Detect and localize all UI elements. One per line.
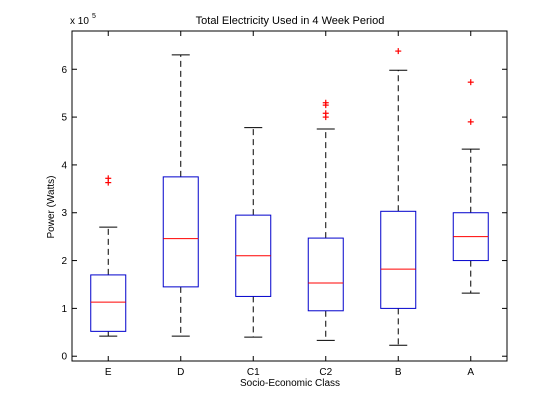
box-c2 (307, 99, 344, 341)
x-tick-label: A (467, 367, 474, 378)
outlier-point (105, 175, 112, 182)
box-series (90, 48, 489, 346)
outlier-point (467, 79, 474, 86)
box-b (380, 48, 417, 346)
x-tick-label: C1 (247, 367, 260, 378)
box-c1 (235, 127, 272, 338)
outlier-point (322, 110, 329, 117)
x-axis-label: Socio-Economic Class (240, 378, 340, 389)
box-e (90, 175, 127, 337)
y-tick-label: 1 (61, 304, 67, 315)
y-tick-label: 5 (61, 113, 67, 124)
x-tick-label: D (177, 367, 184, 378)
outlier-point (322, 99, 329, 106)
y-tick-label: 3 (61, 208, 67, 219)
x-tick-label: B (395, 367, 402, 378)
y-tick-label: 2 (61, 256, 67, 267)
y-tick-label: 4 (61, 160, 67, 171)
box-iqr (162, 176, 199, 288)
x-axis-ticks: E D C1 C2 B A (105, 31, 474, 378)
y-axis-label: Power (Watts) (46, 176, 57, 239)
x-tick-label: C2 (319, 367, 332, 378)
outlier-point (395, 48, 402, 55)
x-tick-label: E (105, 367, 112, 378)
y-axis-exponent: 5 (92, 13, 96, 20)
box-iqr (380, 210, 417, 309)
y-axis-ticks: 0 1 2 3 4 5 6 (61, 65, 507, 363)
box-iqr (90, 274, 127, 332)
y-tick-label: 0 (61, 352, 67, 363)
plot-area (71, 30, 508, 362)
y-tick-label: 6 (61, 65, 67, 76)
box-d (162, 54, 199, 337)
box-a (452, 79, 489, 294)
chart-title: Total Electricity Used in 4 Week Period (196, 15, 385, 27)
y-axis-multiplier: x 10 (70, 16, 89, 27)
outlier-point (467, 118, 474, 125)
box-iqr (307, 237, 344, 312)
